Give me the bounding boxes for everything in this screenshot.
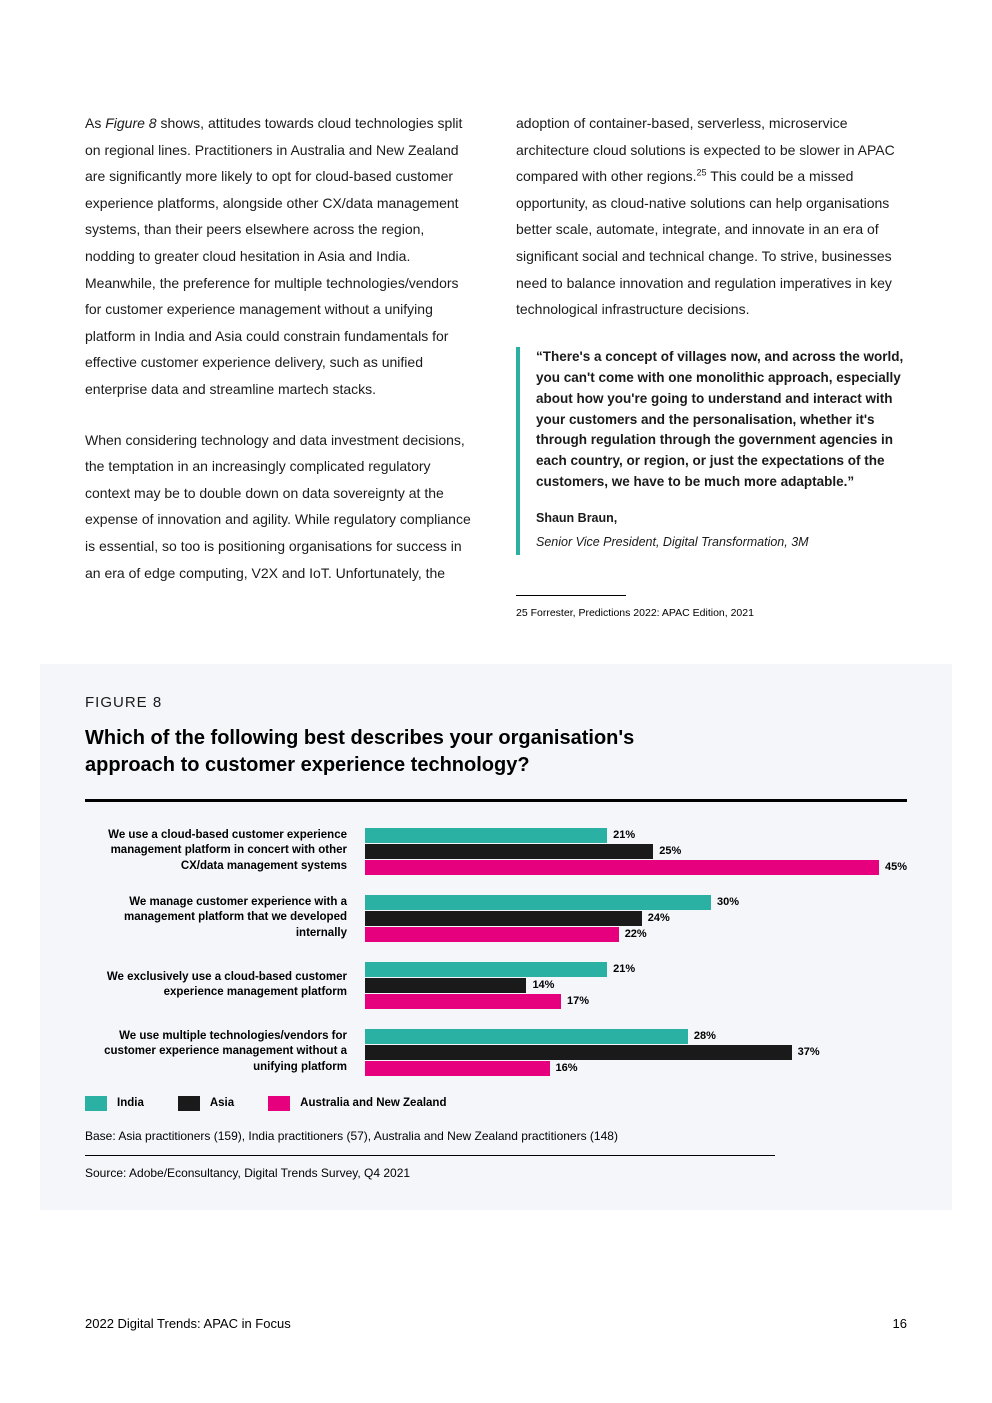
bar-wrap: 28% (365, 1029, 907, 1044)
figure-rule (85, 799, 907, 802)
bar-value: 28% (694, 1030, 716, 1042)
figure-label: FIGURE 8 (85, 694, 907, 711)
row-label: We manage customer experience with a man… (85, 895, 365, 942)
bar-wrap: 25% (365, 844, 907, 859)
bar-value: 25% (659, 845, 681, 857)
bar (365, 860, 879, 875)
column-right: adoption of container-based, serverless,… (516, 110, 907, 624)
bar (365, 927, 619, 942)
chart-row: We use a cloud-based customer experience… (85, 828, 907, 875)
bar-value: 22% (625, 928, 647, 940)
bar-chart: We use a cloud-based customer experience… (85, 828, 907, 1076)
bar-group: 21% 25% 45% (365, 828, 907, 875)
page-footer: 2022 Digital Trends: APAC in Focus 16 (85, 1316, 907, 1331)
bar (365, 994, 561, 1009)
bar-value: 21% (613, 829, 635, 841)
bar (365, 828, 607, 843)
chart-row: We manage customer experience with a man… (85, 895, 907, 942)
pull-quote: “There's a concept of villages now, and … (516, 347, 907, 555)
figure-8: FIGURE 8 Which of the following best des… (40, 664, 952, 1210)
bar-wrap: 21% (365, 828, 907, 843)
quote-author: Shaun Braun, (536, 507, 907, 531)
chart-row: We exclusively use a cloud-based custome… (85, 962, 907, 1009)
bar-wrap: 21% (365, 962, 907, 977)
chart-legend: India Asia Australia and New Zealand (85, 1096, 907, 1111)
bar-value: 21% (613, 963, 635, 975)
figure-title: Which of the following best describes yo… (85, 725, 705, 779)
footnote: 25 Forrester, Predictions 2022: APAC Edi… (516, 604, 907, 624)
legend-swatch (268, 1096, 290, 1111)
legend-swatch (178, 1096, 200, 1111)
bar-wrap: 17% (365, 994, 907, 1009)
bar (365, 1029, 688, 1044)
bar-wrap: 14% (365, 978, 907, 993)
bar-value: 37% (798, 1046, 820, 1058)
bar (365, 911, 642, 926)
bar-value: 30% (717, 896, 739, 908)
bar (365, 1061, 550, 1076)
bar (365, 895, 711, 910)
legend-label: India (117, 1097, 144, 1109)
superscript-citation: 25 (697, 168, 707, 178)
bar-value: 17% (567, 995, 589, 1007)
bar (365, 1045, 792, 1060)
column-left: As Figure 8 shows, attitudes towards clo… (85, 110, 476, 624)
footer-title: 2022 Digital Trends: APAC in Focus (85, 1316, 291, 1331)
bar-wrap: 30% (365, 895, 907, 910)
source-note: Source: Adobe/Econsultancy, Digital Tren… (85, 1166, 907, 1180)
quote-text: “There's a concept of villages now, and … (536, 347, 907, 493)
source-rule (85, 1155, 775, 1156)
row-label: We exclusively use a cloud-based custome… (85, 970, 365, 1001)
page-number: 16 (893, 1316, 907, 1331)
bar-group: 30% 24%22% (365, 895, 907, 942)
bar (365, 844, 653, 859)
bar (365, 962, 607, 977)
figure-ref: Figure 8 (105, 115, 156, 131)
bar-group: 21% 14% 17% (365, 962, 907, 1009)
paragraph: When considering technology and data inv… (85, 427, 476, 587)
footnote-rule (516, 595, 626, 596)
bar-wrap: 37% (365, 1045, 907, 1060)
legend-label: Asia (210, 1097, 234, 1109)
chart-row: We use multiple technologies/vendors for… (85, 1029, 907, 1076)
bar-value: 24% (648, 912, 670, 924)
body-text-columns: As Figure 8 shows, attitudes towards clo… (85, 110, 907, 624)
row-label: We use a cloud-based customer experience… (85, 828, 365, 875)
bar-value: 16% (556, 1062, 578, 1074)
row-label: We use multiple technologies/vendors for… (85, 1029, 365, 1076)
bar-value: 45% (885, 861, 907, 873)
paragraph: As Figure 8 shows, attitudes towards clo… (85, 110, 476, 403)
legend-swatch (85, 1096, 107, 1111)
paragraph: adoption of container-based, serverless,… (516, 110, 907, 323)
bar-wrap: 16% (365, 1061, 907, 1076)
bar-group: 28% 37% 16% (365, 1029, 907, 1076)
bar-value: 14% (532, 979, 554, 991)
bar-wrap: 24% (365, 911, 907, 926)
bar-wrap: 45% (365, 860, 907, 875)
base-note: Base: Asia practitioners (159), India pr… (85, 1129, 907, 1143)
quote-role: Senior Vice President, Digital Transform… (536, 531, 907, 555)
legend-label: Australia and New Zealand (300, 1097, 446, 1109)
bar-wrap: 22% (365, 927, 907, 942)
bar (365, 978, 526, 993)
